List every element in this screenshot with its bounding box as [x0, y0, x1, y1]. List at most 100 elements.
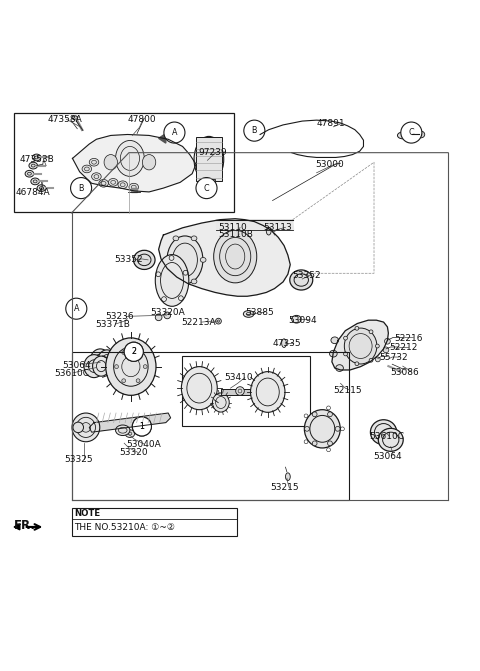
Text: 53885: 53885	[245, 308, 274, 317]
Ellipse shape	[93, 356, 110, 376]
Ellipse shape	[304, 410, 340, 448]
Polygon shape	[158, 134, 166, 143]
Circle shape	[71, 178, 92, 199]
Bar	[221, 389, 253, 395]
Ellipse shape	[92, 172, 101, 180]
Text: 53320: 53320	[120, 448, 148, 457]
Circle shape	[164, 122, 185, 143]
Ellipse shape	[378, 428, 403, 452]
Ellipse shape	[116, 425, 130, 435]
Text: 53086: 53086	[391, 368, 420, 377]
Text: 47800: 47800	[128, 115, 156, 123]
Text: 53064: 53064	[373, 452, 402, 460]
Ellipse shape	[136, 351, 140, 354]
Ellipse shape	[191, 279, 197, 284]
Polygon shape	[158, 219, 290, 297]
Polygon shape	[332, 320, 388, 370]
Ellipse shape	[122, 351, 126, 354]
Ellipse shape	[266, 227, 271, 235]
Ellipse shape	[202, 185, 211, 190]
Text: 53094: 53094	[288, 315, 316, 325]
Ellipse shape	[251, 372, 285, 412]
Ellipse shape	[73, 422, 84, 433]
Ellipse shape	[327, 412, 332, 417]
Text: 97239: 97239	[198, 148, 227, 157]
Ellipse shape	[200, 258, 206, 262]
Ellipse shape	[355, 326, 359, 330]
Text: 47353B: 47353B	[20, 155, 55, 164]
Bar	[203, 179, 215, 185]
Ellipse shape	[344, 328, 377, 364]
Ellipse shape	[72, 413, 100, 442]
Ellipse shape	[90, 349, 110, 372]
Ellipse shape	[236, 386, 244, 395]
Ellipse shape	[164, 312, 170, 319]
Ellipse shape	[144, 365, 147, 368]
Text: 47335: 47335	[273, 339, 301, 348]
Ellipse shape	[115, 365, 119, 368]
Circle shape	[132, 417, 152, 436]
Text: 53352: 53352	[115, 256, 143, 264]
Ellipse shape	[81, 423, 91, 432]
Ellipse shape	[216, 318, 221, 324]
Ellipse shape	[156, 314, 162, 321]
Ellipse shape	[164, 258, 169, 262]
Text: 47358A: 47358A	[48, 115, 83, 123]
Ellipse shape	[383, 347, 389, 353]
Text: 53110B: 53110B	[218, 229, 253, 238]
Text: 55732: 55732	[379, 353, 408, 362]
Text: 53113: 53113	[263, 223, 292, 232]
Ellipse shape	[173, 236, 179, 241]
Text: 52216: 52216	[394, 334, 422, 343]
Circle shape	[401, 122, 422, 143]
Ellipse shape	[133, 250, 155, 270]
Ellipse shape	[292, 315, 301, 323]
Text: B: B	[252, 126, 257, 135]
Bar	[72, 352, 349, 500]
Ellipse shape	[191, 236, 197, 241]
Ellipse shape	[37, 185, 46, 191]
Text: THE NO.53210A: ①~②: THE NO.53210A: ①~②	[74, 523, 175, 532]
Text: 53610C: 53610C	[54, 369, 89, 378]
Text: 53064: 53064	[62, 361, 91, 370]
Ellipse shape	[136, 379, 140, 382]
Ellipse shape	[106, 338, 156, 395]
Text: 2: 2	[132, 348, 136, 356]
Ellipse shape	[344, 336, 348, 340]
Text: 53000: 53000	[316, 160, 344, 168]
Text: 53325: 53325	[64, 456, 93, 464]
Ellipse shape	[243, 311, 254, 317]
Polygon shape	[72, 134, 196, 192]
Ellipse shape	[417, 131, 425, 138]
Bar	[72, 508, 237, 535]
Bar	[221, 389, 253, 395]
Text: 53410: 53410	[225, 373, 253, 382]
Ellipse shape	[84, 355, 104, 378]
Text: 53040A: 53040A	[126, 440, 161, 449]
Polygon shape	[14, 524, 20, 530]
Text: A: A	[73, 304, 79, 313]
Ellipse shape	[194, 136, 224, 183]
Ellipse shape	[125, 430, 135, 437]
Ellipse shape	[99, 179, 108, 187]
Ellipse shape	[82, 165, 92, 172]
Ellipse shape	[371, 420, 397, 445]
Ellipse shape	[173, 279, 179, 284]
Text: C: C	[408, 128, 414, 137]
Ellipse shape	[312, 412, 317, 417]
Polygon shape	[216, 219, 294, 230]
Text: A: A	[172, 128, 177, 137]
Ellipse shape	[305, 427, 310, 431]
Text: 52212: 52212	[389, 344, 418, 352]
Ellipse shape	[181, 366, 217, 410]
Ellipse shape	[31, 178, 39, 185]
Circle shape	[124, 342, 144, 362]
Ellipse shape	[331, 337, 338, 344]
Circle shape	[66, 298, 87, 319]
Bar	[196, 138, 222, 181]
Text: 53371B: 53371B	[96, 319, 131, 329]
Ellipse shape	[32, 154, 41, 161]
Text: 53110: 53110	[218, 223, 247, 232]
Ellipse shape	[156, 254, 189, 306]
Polygon shape	[131, 188, 137, 192]
